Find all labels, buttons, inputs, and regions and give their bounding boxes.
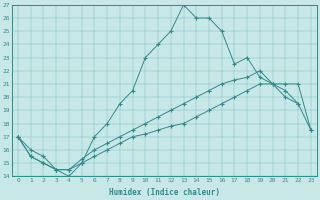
X-axis label: Humidex (Indice chaleur): Humidex (Indice chaleur) (109, 188, 220, 197)
